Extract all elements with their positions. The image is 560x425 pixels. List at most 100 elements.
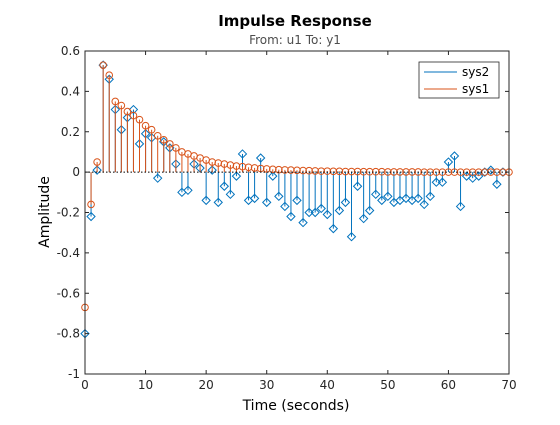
sys1-marker [281,166,289,174]
sys2-marker [310,207,320,218]
sys2-marker [455,201,466,212]
sys1-marker [305,166,313,175]
sys1-marker [335,167,344,176]
sys1-marker [468,168,477,176]
x-tick-label: 60 [441,378,456,392]
sys2-marker [268,171,278,181]
ticks-layer: 0 10 20 30 40 50 60 70 -1 -0.8 -0.6 -0.4 -0.2 0 0.2 0.4… [57,44,517,392]
sys2-marker [377,195,387,206]
sys2-marker [128,104,139,115]
sys2-marker [225,189,236,200]
sys1-marker [244,163,253,172]
sys1-marker [299,166,307,175]
sys1-marker [111,97,120,106]
sys1-marker [353,167,362,176]
sys1-marker [293,166,301,175]
sys2-marker [401,193,411,204]
sys1-marker [317,167,326,175]
sys1-marker [123,107,132,116]
sys2-marker [449,151,460,161]
sys1-marker [87,200,95,209]
sys2-marker [371,189,381,200]
x-tick-label: 10 [138,378,153,392]
sys2-marker [383,191,393,202]
sys1-marker [238,162,247,171]
sys1-marker [93,158,101,166]
sys2-marker [231,171,242,181]
sys2-marker [274,191,284,202]
sys1-marker [117,101,126,110]
sys1-marker [341,167,350,176]
sys1-marker [323,167,332,175]
sys2-marker [298,217,308,228]
sys1-marker [129,111,138,120]
sys1-marker [275,165,283,174]
chart-subtitle: From: u1 To: y1 [249,33,341,47]
sys2-marker [213,197,223,208]
sys2-marker [201,195,211,206]
sys1-marker [402,168,410,176]
sys1-marker [420,168,429,176]
sys1-marker [493,168,501,176]
legend-sys2-label: sys2 [462,65,489,79]
sys1-marker [232,162,241,170]
sys1-marker [384,168,392,176]
x-axis-label: Time (seconds) [242,398,350,414]
y-tick-label: 0.6 [61,44,80,58]
sys2-marker [352,181,363,191]
y-tick-label: -0.8 [57,327,80,341]
plot-area [85,51,509,374]
y-tick-label: -1 [68,367,80,381]
legend-sys1-label: sys1 [462,82,489,96]
sys1-marker [250,164,259,172]
sys1-marker [105,71,114,80]
sys2-marker [340,197,351,208]
sys2-marker [425,191,435,202]
sys2-marker [262,197,272,208]
sys2-marker [280,201,290,212]
sys2-marker [437,177,448,187]
sys2-marker [207,165,217,175]
sys1-marker [444,168,453,176]
sys2-marker [486,165,496,175]
legend-box [418,61,500,99]
sys1-marker [378,167,386,176]
legend: sys2 sys1 [418,61,500,99]
x-tick-label: 50 [380,378,395,392]
sys1-marker [329,167,338,176]
sys1-marker [347,167,356,176]
sys2-marker [86,211,96,222]
sys2-marker [431,177,442,187]
x-tick-label: 20 [199,378,214,392]
sys1-marker [450,168,459,176]
sys1-marker [166,140,174,148]
chart-title: Impulse Response [218,12,372,30]
x-tick-label: 30 [259,378,274,392]
sys2-marker [292,195,302,206]
sys2-marker [183,185,193,196]
sys2-marker [346,232,357,242]
sys1-marker [153,131,162,140]
y-tick-label: -0.6 [57,286,80,300]
sys1-marker [141,121,150,130]
sys2-marker [322,209,332,220]
sys1-marker [287,166,295,174]
sys2-marker [364,205,375,216]
sys2-marker [286,211,296,222]
sys2-marker [419,199,429,210]
sys2-marker [152,173,163,183]
sys2-marker [328,223,339,234]
sys2-marker [304,207,314,218]
sys2-marker [255,153,266,163]
y-tick-label: 0.2 [61,125,80,139]
sys1-marker [172,144,180,152]
sys2-marker [237,149,248,159]
sys1-marker [474,168,483,176]
sys1-marker [99,61,107,69]
x-tick-label: 40 [320,378,335,392]
sys1-marker [359,167,368,176]
y-tick-label: -0.4 [57,246,80,260]
sys1-marker [426,168,435,176]
